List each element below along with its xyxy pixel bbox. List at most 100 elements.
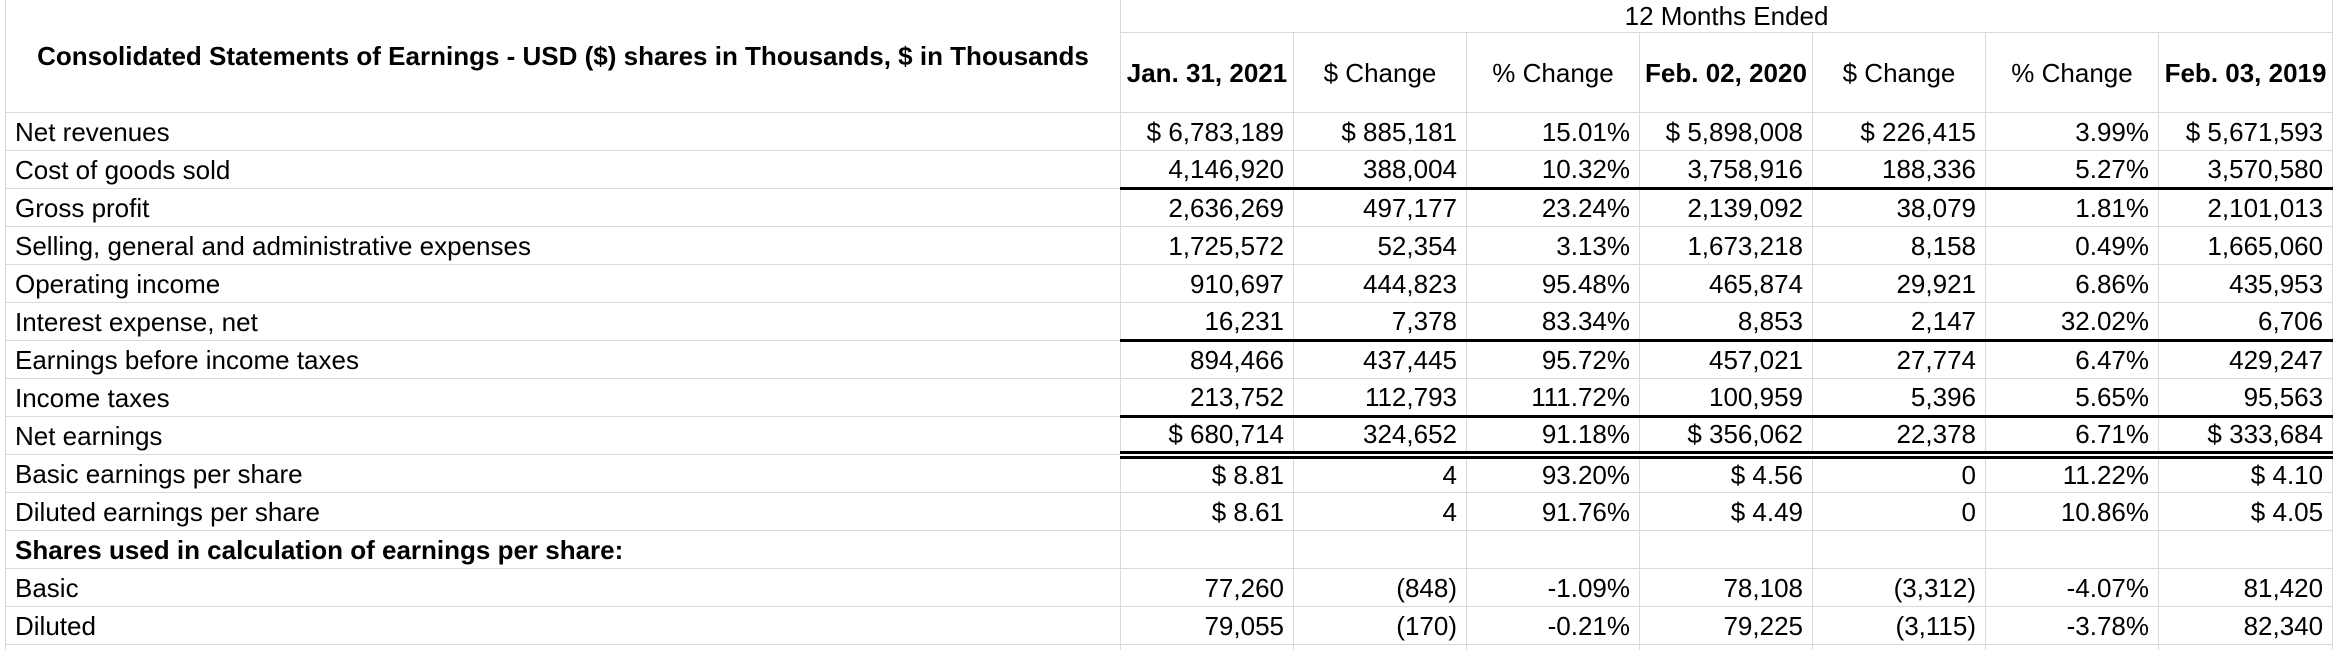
row-label[interactable]: Income taxes — [5, 378, 1121, 417]
value-cell[interactable]: 6.86% — [1985, 264, 2159, 303]
value-cell[interactable]: 1,665,060 — [2157, 226, 2334, 265]
value-cell[interactable]: 910,697 — [1120, 264, 1294, 303]
row-label[interactable]: Net revenues — [5, 112, 1121, 151]
value-cell[interactable]: 3,758,916 — [1639, 150, 1813, 190]
value-cell[interactable]: 2,139,092 — [1639, 188, 1813, 227]
row-label[interactable]: Cost of goods sold — [5, 150, 1121, 189]
value-cell[interactable]: -3.78% — [1985, 606, 2159, 645]
value-cell[interactable]: 0.49% — [1985, 226, 2159, 265]
value-cell[interactable]: $ 4.49 — [1639, 492, 1813, 531]
value-cell[interactable]: $ 4.10 — [2157, 454, 2334, 493]
empty-cell[interactable] — [1466, 644, 1640, 650]
value-cell[interactable]: 95.48% — [1466, 264, 1640, 303]
value-cell[interactable]: 32.02% — [1985, 302, 2159, 342]
column-header[interactable]: % Change — [1985, 32, 2159, 113]
period-header-cell[interactable]: 12 Months Ended — [1119, 0, 2334, 33]
empty-cell[interactable] — [5, 644, 1121, 650]
value-cell[interactable]: 111.72% — [1466, 378, 1640, 418]
value-cell[interactable]: 6.47% — [1985, 340, 2159, 379]
value-cell[interactable]: 435,953 — [2157, 264, 2334, 303]
value-cell[interactable]: 457,021 — [1639, 340, 1813, 379]
value-cell[interactable]: 388,004 — [1293, 150, 1467, 190]
value-cell[interactable]: 16,231 — [1120, 302, 1294, 342]
column-header[interactable]: $ Change — [1812, 32, 1986, 113]
value-cell[interactable]: 1.81% — [1985, 188, 2159, 227]
value-cell[interactable]: -4.07% — [1985, 568, 2159, 607]
value-cell[interactable]: 7,378 — [1293, 302, 1467, 342]
value-cell[interactable]: 188,336 — [1812, 150, 1986, 190]
value-cell[interactable]: $ 885,181 — [1293, 112, 1467, 151]
value-cell[interactable]: 91.18% — [1466, 416, 1640, 459]
value-cell[interactable]: 15.01% — [1466, 112, 1640, 151]
value-cell[interactable]: (3,312) — [1812, 568, 1986, 607]
value-cell[interactable]: 3.99% — [1985, 112, 2159, 151]
value-cell[interactable]: (170) — [1293, 606, 1467, 645]
value-cell[interactable]: (848) — [1293, 568, 1467, 607]
row-label[interactable]: Earnings before income taxes — [5, 340, 1121, 379]
value-cell[interactable]: 5,396 — [1812, 378, 1986, 418]
value-cell[interactable]: $ 5,671,593 — [2157, 112, 2334, 151]
value-cell[interactable]: -0.21% — [1466, 606, 1640, 645]
value-cell[interactable]: $ 4.05 — [2157, 492, 2334, 531]
value-cell[interactable] — [1466, 530, 1640, 569]
empty-cell[interactable] — [1120, 644, 1294, 650]
value-cell[interactable]: $ 226,415 — [1812, 112, 1986, 151]
value-cell[interactable]: 95.72% — [1466, 340, 1640, 379]
value-cell[interactable]: 1,725,572 — [1120, 226, 1294, 265]
empty-cell[interactable] — [2157, 644, 2334, 650]
column-header[interactable]: Feb. 03, 2019 — [2157, 32, 2334, 113]
column-header[interactable]: % Change — [1466, 32, 1640, 113]
value-cell[interactable]: 91.76% — [1466, 492, 1640, 531]
value-cell[interactable] — [1120, 530, 1294, 569]
empty-cell[interactable] — [1985, 644, 2159, 650]
value-cell[interactable]: $ 4.56 — [1639, 454, 1813, 493]
value-cell[interactable]: 95,563 — [2157, 378, 2334, 418]
value-cell[interactable]: 4 — [1293, 454, 1467, 493]
value-cell[interactable]: 1,673,218 — [1639, 226, 1813, 265]
value-cell[interactable]: 5.27% — [1985, 150, 2159, 190]
value-cell[interactable]: 93.20% — [1466, 454, 1640, 493]
value-cell[interactable]: -1.09% — [1466, 568, 1640, 607]
row-label[interactable]: Gross profit — [5, 188, 1121, 227]
empty-cell[interactable] — [1812, 644, 1986, 650]
value-cell[interactable] — [1812, 530, 1986, 569]
row-label[interactable]: Shares used in calculation of earnings p… — [5, 530, 1121, 569]
value-cell[interactable]: 23.24% — [1466, 188, 1640, 227]
value-cell[interactable]: 79,225 — [1639, 606, 1813, 645]
row-label[interactable]: Basic earnings per share — [5, 454, 1121, 493]
value-cell[interactable]: 27,774 — [1812, 340, 1986, 379]
value-cell[interactable] — [1293, 530, 1467, 569]
value-cell[interactable]: 894,466 — [1120, 340, 1294, 379]
table-title-cell[interactable]: Consolidated Statements of Earnings - US… — [5, 0, 1121, 113]
value-cell[interactable]: (3,115) — [1812, 606, 1986, 645]
value-cell[interactable]: 3,570,580 — [2157, 150, 2334, 190]
value-cell[interactable]: 2,101,013 — [2157, 188, 2334, 227]
value-cell[interactable]: 6.71% — [1985, 416, 2159, 459]
row-label[interactable]: Basic — [5, 568, 1121, 607]
value-cell[interactable]: 2,636,269 — [1120, 188, 1294, 227]
value-cell[interactable]: 22,378 — [1812, 416, 1986, 459]
value-cell[interactable]: 100,959 — [1639, 378, 1813, 418]
value-cell[interactable]: $ 5,898,008 — [1639, 112, 1813, 151]
value-cell[interactable]: 8,853 — [1639, 302, 1813, 342]
value-cell[interactable]: 5.65% — [1985, 378, 2159, 418]
value-cell[interactable]: 213,752 — [1120, 378, 1294, 418]
value-cell[interactable]: $ 680,714 — [1120, 416, 1294, 459]
empty-cell[interactable] — [1639, 644, 1813, 650]
column-header[interactable]: Jan. 31, 2021 — [1120, 32, 1294, 113]
value-cell[interactable]: 4,146,920 — [1120, 150, 1294, 190]
value-cell[interactable]: 444,823 — [1293, 264, 1467, 303]
row-label[interactable]: Operating income — [5, 264, 1121, 303]
value-cell[interactable]: 324,652 — [1293, 416, 1467, 459]
column-header[interactable]: $ Change — [1293, 32, 1467, 113]
value-cell[interactable]: 52,354 — [1293, 226, 1467, 265]
row-label[interactable]: Diluted — [5, 606, 1121, 645]
value-cell[interactable] — [2157, 530, 2334, 569]
value-cell[interactable]: 3.13% — [1466, 226, 1640, 265]
value-cell[interactable]: $ 6,783,189 — [1120, 112, 1294, 151]
value-cell[interactable]: 11.22% — [1985, 454, 2159, 493]
empty-cell[interactable] — [1293, 644, 1467, 650]
value-cell[interactable] — [1639, 530, 1813, 569]
value-cell[interactable]: $ 8.81 — [1120, 454, 1294, 493]
value-cell[interactable]: 2,147 — [1812, 302, 1986, 342]
